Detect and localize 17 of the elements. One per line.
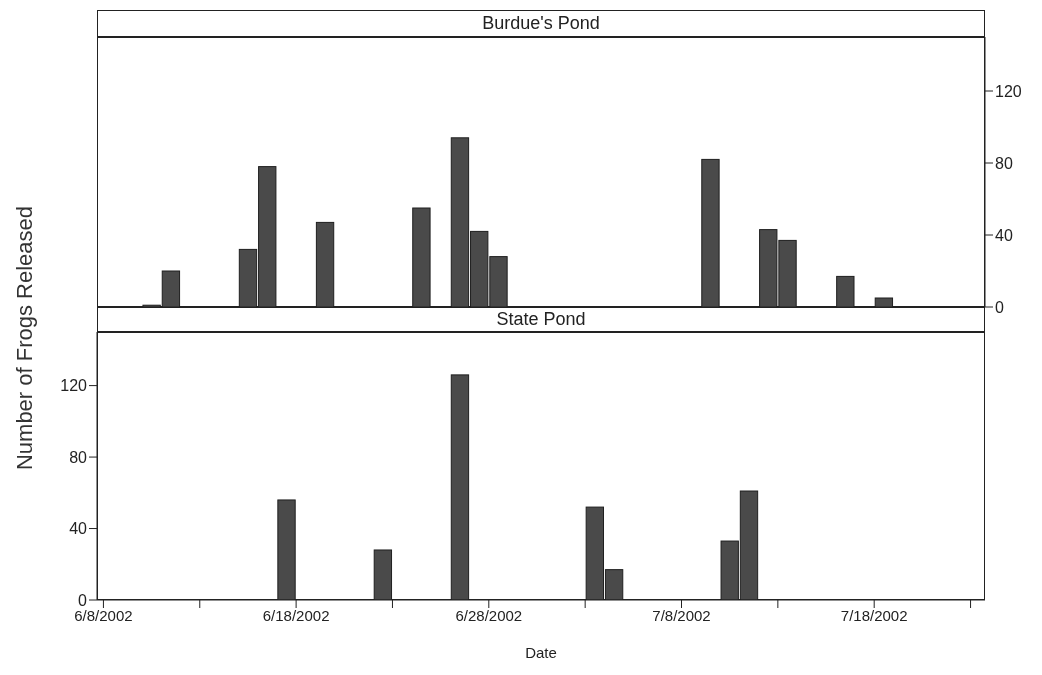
y2-tick-label: 120 bbox=[995, 82, 1022, 100]
y-axis-title: Number of Frogs Released bbox=[11, 204, 38, 473]
y-tick-label: 80 bbox=[69, 448, 88, 466]
y2-tick-label: 0 bbox=[995, 298, 1004, 316]
x-tick-label: 7/18/2002 bbox=[840, 606, 908, 624]
chart-title: State Pond bbox=[97, 307, 985, 332]
x-tick-label: 7/8/2002 bbox=[652, 606, 711, 624]
y-tick-label: 120 bbox=[60, 377, 88, 395]
x-tick-label: 6/28/2002 bbox=[455, 606, 523, 624]
y-tick-label: 40 bbox=[69, 520, 88, 538]
chart-title: Burdue's Pond bbox=[97, 10, 985, 37]
y2-tick-label: 40 bbox=[995, 226, 1013, 244]
x-axis-title: Date bbox=[525, 644, 557, 661]
x-tick-label: 6/8/2002 bbox=[74, 606, 133, 624]
y-tick-label: 0 bbox=[78, 591, 88, 609]
y2-tick-label: 80 bbox=[995, 154, 1013, 172]
x-tick-label: 6/18/2002 bbox=[262, 606, 330, 624]
